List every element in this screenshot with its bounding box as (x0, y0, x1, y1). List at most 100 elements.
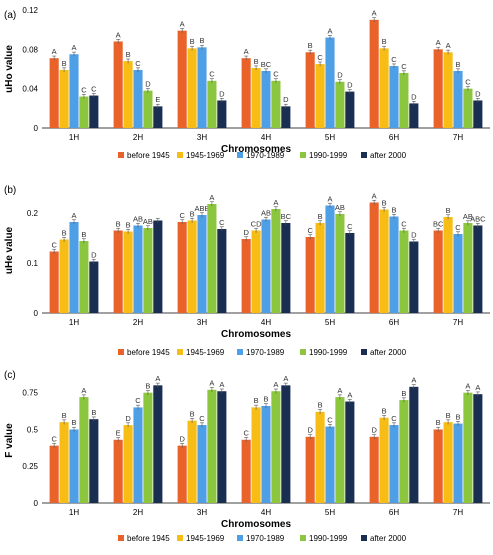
significance-letter: D (243, 228, 249, 237)
bar (463, 223, 473, 313)
bar (463, 88, 473, 128)
y-tick-label: 0 (34, 124, 39, 133)
legend-swatch (118, 349, 124, 355)
significance-letter: B (116, 219, 121, 228)
bar (241, 439, 251, 503)
significance-letter: ABC (470, 214, 486, 223)
bar (153, 106, 163, 128)
significance-letter: C (273, 70, 279, 79)
panel-letter: (b) (4, 185, 16, 196)
bar (453, 423, 463, 503)
significance-letter: D (179, 434, 185, 443)
legend-label: 1990-1999 (309, 348, 348, 357)
bar (59, 422, 69, 503)
y-tick-label: 0 (34, 309, 39, 318)
legend-label: 1970-1989 (246, 348, 285, 357)
bar (433, 49, 443, 129)
significance-letter: A (219, 380, 224, 389)
significance-letter: C (51, 240, 57, 249)
bar (251, 68, 261, 128)
x-tick-label: 2H (133, 318, 143, 327)
bar (261, 405, 271, 503)
bar (177, 445, 187, 503)
bar (271, 80, 281, 128)
bar (379, 48, 389, 128)
bar (69, 54, 79, 128)
bar (399, 72, 409, 128)
significance-letter: D (411, 230, 417, 239)
significance-letter: A (273, 380, 278, 389)
bar (315, 411, 325, 503)
x-tick-label: 7H (453, 318, 463, 327)
x-tick-label: 2H (133, 508, 143, 517)
significance-letter: B (263, 395, 268, 404)
significance-letter: A (155, 374, 160, 383)
significance-letter: AB (143, 217, 153, 226)
bar (89, 95, 99, 128)
legend-item: before 1945 (118, 348, 170, 357)
legend-item: 1990-1999 (300, 534, 348, 543)
legend-label: 1990-1999 (309, 151, 348, 160)
significance-letter: B (318, 212, 323, 221)
bar (409, 386, 419, 503)
bar (123, 425, 133, 503)
significance-letter: D (125, 414, 131, 423)
significance-letter: B (126, 220, 131, 229)
significance-letter: C (401, 219, 407, 228)
bar (443, 52, 453, 128)
y-tick-label: 0.5 (27, 425, 39, 434)
bar (113, 41, 123, 128)
legend-item: 1970-1989 (237, 348, 285, 357)
legend-label: before 1945 (127, 534, 170, 543)
bar (133, 69, 143, 128)
significance-letter: A (71, 211, 76, 220)
significance-letter: B (71, 418, 76, 427)
bar (177, 30, 187, 128)
significance-letter: D (283, 95, 289, 104)
significance-letter: D (219, 89, 225, 98)
significance-letter: C (455, 223, 461, 232)
bar (49, 58, 59, 128)
significance-letter: B (91, 408, 96, 417)
bar (271, 209, 281, 313)
significance-letter: C (135, 396, 141, 405)
bar (113, 230, 123, 313)
significance-letter: A (372, 191, 377, 200)
x-tick-label: 4H (261, 318, 271, 327)
significance-letter: D (411, 92, 417, 101)
bar (251, 230, 261, 313)
x-tick-label: 3H (197, 133, 207, 142)
bar (345, 401, 355, 503)
bar (49, 445, 59, 503)
x-tick-label: 1H (69, 318, 79, 327)
y-tick-label: 0.75 (22, 389, 38, 398)
bar (69, 222, 79, 313)
bar (369, 202, 379, 313)
bar (335, 81, 345, 128)
significance-letter: C (465, 78, 471, 87)
bar (197, 425, 207, 503)
x-axis-label: Chromosomes (221, 519, 291, 530)
legend-swatch (118, 535, 124, 541)
legend-swatch (300, 535, 306, 541)
bar (281, 385, 291, 503)
bar (399, 400, 409, 503)
legend-swatch (237, 152, 243, 158)
legend-swatch (361, 535, 367, 541)
x-tick-label: 1H (69, 133, 79, 142)
significance-letter: AB (133, 214, 143, 223)
legend-swatch (361, 152, 367, 158)
y-tick-label: 0.2 (27, 209, 39, 218)
bar (153, 385, 163, 503)
bar (345, 91, 355, 128)
bar (281, 223, 291, 313)
significance-letter: B (455, 412, 460, 421)
significance-letter: AB (463, 212, 473, 221)
y-tick-label: 0.12 (22, 6, 38, 15)
bar (305, 52, 315, 128)
significance-letter: A (116, 30, 121, 39)
significance-letter: CD (251, 219, 262, 228)
bar (379, 209, 389, 313)
significance-letter: C (179, 211, 185, 220)
